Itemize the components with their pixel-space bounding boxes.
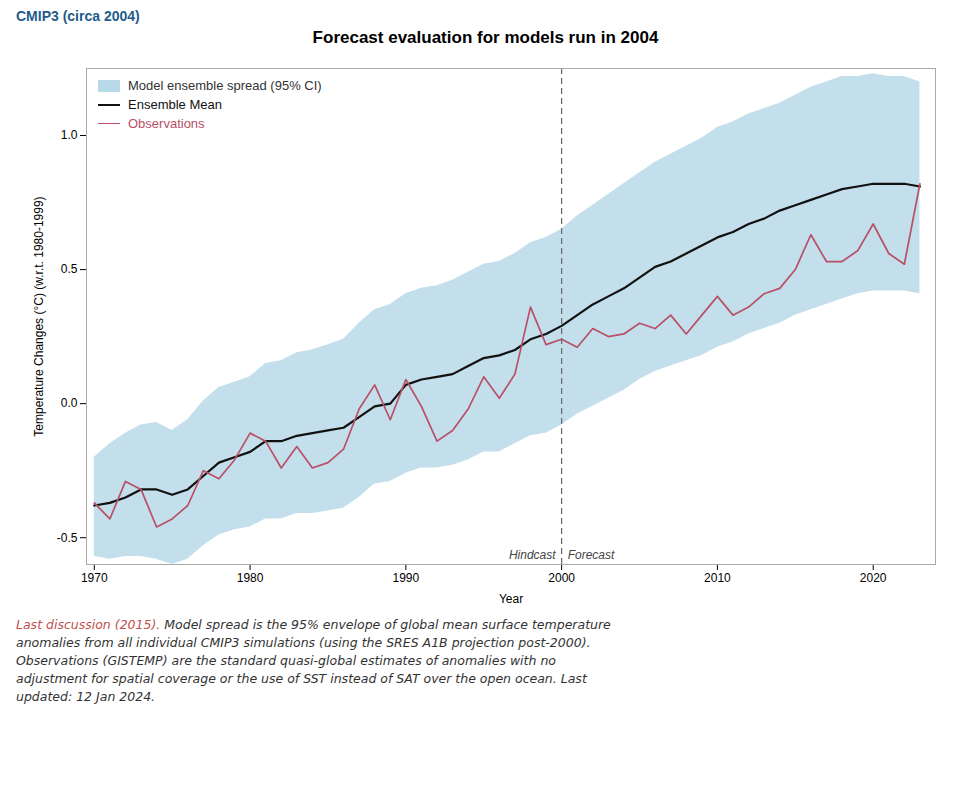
html-text:Forecast evaluation for models: Forecast evaluation for models run in 20…: [312, 28, 659, 47]
html-text:CMIP3 (circa 2004): CMIP3 (circa 2004): [16, 8, 140, 24]
html-text:anomalies from all individual: anomalies from all individual CMIP3 simu…: [16, 635, 591, 650]
svg-text:1990: 1990: [392, 571, 419, 585]
svg-text:0.0: 0.0: [61, 396, 78, 410]
svg-text:Hindcast: Hindcast: [509, 548, 556, 562]
svg-text:2010: 2010: [704, 571, 731, 585]
html-text:Observations (GISTEMP) are the: Observations (GISTEMP) are the standard …: [16, 653, 556, 668]
html-text:adjustment for spatial coverag: adjustment for spatial coverage or the u…: [16, 671, 587, 686]
html-text:Ensemble Mean: Ensemble Mean: [128, 97, 222, 112]
svg-text:Year: Year: [499, 592, 523, 606]
svg-text:1.0: 1.0: [61, 128, 78, 142]
svg-text:1980: 1980: [237, 571, 264, 585]
svg-text:Temperature Changes (°C) (w.r.: Temperature Changes (°C) (w.r.t. 1980-19…: [32, 196, 46, 436]
html-text:Last discussion (2015). Model: Last discussion (2015). Model spread is …: [16, 617, 611, 632]
svg-text:-0.5: -0.5: [57, 531, 78, 545]
svg-text:2000: 2000: [548, 571, 575, 585]
svg-text:1970: 1970: [81, 571, 108, 585]
html-text:updated: 12 Jan 2024.: updated: 12 Jan 2024.: [16, 689, 156, 704]
svg-text:2020: 2020: [860, 571, 887, 585]
html-text:Observations: Observations: [128, 116, 205, 131]
svg-text:Forecast: Forecast: [568, 548, 615, 562]
html-text:Model ensemble spread (95% CI): Model ensemble spread (95% CI): [128, 78, 322, 93]
svg-text:0.5: 0.5: [61, 262, 78, 276]
